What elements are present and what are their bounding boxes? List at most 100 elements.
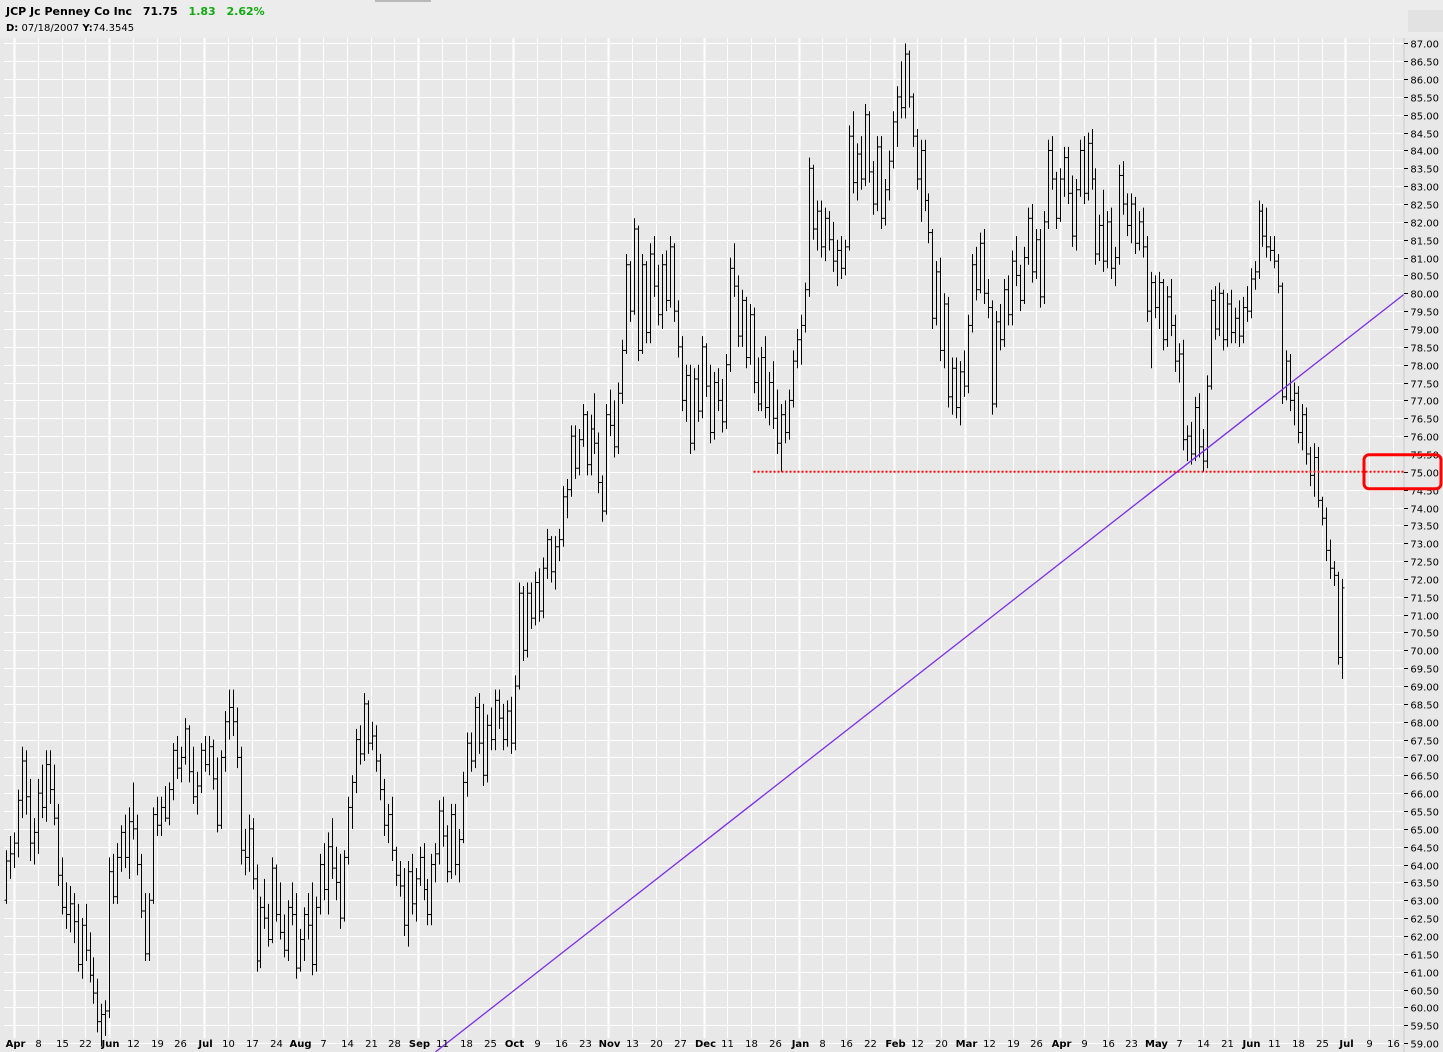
- ohlc-bar: [115, 843, 120, 904]
- ohlc-bar: [748, 303, 753, 365]
- y-tick-label: 61.00: [1410, 969, 1439, 980]
- x-tick-label: 25: [484, 1039, 497, 1050]
- ohlc-bar: [934, 261, 939, 326]
- ohlc-bar: [799, 314, 804, 365]
- plot-background: [0, 38, 1443, 1052]
- ohlc-bar: [1221, 289, 1226, 351]
- ohlc-bar: [262, 878, 267, 929]
- ohlc-bar: [398, 860, 403, 897]
- x-tick-label: Sep: [409, 1039, 430, 1050]
- ohlc-bar: [211, 739, 216, 790]
- x-tick-label: 28: [388, 1039, 401, 1050]
- ohlc-bar: [668, 236, 673, 308]
- ohlc-bar: [704, 343, 709, 397]
- x-tick-label: 12: [127, 1039, 140, 1050]
- ohlc-bar: [875, 136, 880, 212]
- x-tick-label: 14: [1197, 1039, 1210, 1050]
- ohlc-bar: [815, 200, 820, 251]
- ohlc-bar: [119, 825, 124, 872]
- x-tick-label: Jul: [1338, 1039, 1353, 1050]
- y-tick-label: 76.00: [1410, 433, 1439, 444]
- ohlc-bar: [775, 389, 780, 454]
- ohlc-bar: [163, 786, 168, 822]
- ohlc-bar: [624, 254, 629, 354]
- ohlc-bar: [489, 707, 494, 751]
- ohlc-bar: [974, 246, 979, 301]
- y-tick-label: 65.50: [1410, 808, 1439, 819]
- ohlc-bar: [759, 346, 764, 412]
- ohlc-bar: [1002, 279, 1007, 347]
- ohlc-bar: [183, 718, 188, 765]
- quote-summary: JCP Jc Penney Co Inc 71.75 1.83 2.62%: [6, 5, 272, 18]
- ohlc-bar: [159, 796, 164, 836]
- ohlc-bar: [732, 243, 737, 297]
- date-value: 07/18/2007: [21, 23, 80, 34]
- ohlc-bar: [358, 725, 363, 765]
- y-tick-label: 67.50: [1410, 737, 1439, 748]
- ohlc-bar: [1141, 207, 1146, 258]
- x-tick-label: Jul: [197, 1039, 212, 1050]
- ohlc-bar: [684, 364, 689, 422]
- ohlc-bar: [716, 368, 721, 412]
- ohlc-bar: [1058, 168, 1063, 222]
- ohlc-bar: [151, 807, 156, 904]
- ohlc-bar: [958, 361, 963, 426]
- ohlc-bar: [231, 689, 236, 737]
- y-tick-label: 73.50: [1410, 522, 1439, 533]
- x-tick-label: 18: [745, 1039, 758, 1050]
- ohlc-bar: [350, 775, 355, 829]
- ohlc-bar: [1097, 214, 1102, 262]
- ohlc-bar: [1022, 246, 1027, 304]
- ohlc-bar: [1026, 207, 1031, 265]
- ohlc-bar: [771, 361, 776, 429]
- y-tick-label: 83.00: [1410, 183, 1439, 194]
- ohlc-bar: [712, 371, 717, 440]
- ohlc-bar: [306, 893, 311, 940]
- ohlc-bar: [942, 293, 947, 369]
- ohlc-bar: [461, 771, 466, 844]
- y-axis-panel: [1404, 38, 1443, 1052]
- ohlc-bar: [473, 696, 478, 769]
- ohlc-bar: [465, 732, 470, 797]
- ohlc-bar: [346, 796, 351, 865]
- ohlc-bar: [497, 689, 502, 729]
- ohlc-bar: [688, 364, 693, 454]
- y-tick-label: 62.00: [1410, 933, 1439, 944]
- ohlc-bar: [155, 796, 160, 836]
- ohlc-bar: [1312, 443, 1317, 497]
- price-change: 1.83: [188, 5, 216, 18]
- ohlc-bar: [1038, 229, 1043, 308]
- ohlc-bar: [270, 857, 275, 944]
- y-tick-label: 79.00: [1410, 326, 1439, 337]
- ohlc-bar: [1185, 425, 1190, 462]
- ohlc-bar: [171, 743, 176, 801]
- y-tick-label: 66.50: [1410, 772, 1439, 783]
- ohlc-bar: [783, 400, 788, 444]
- ohlc-bar: [509, 696, 514, 754]
- ohlc-bar: [1304, 407, 1309, 465]
- ohlc-bar: [899, 61, 904, 119]
- ohlc-bar: [1308, 446, 1313, 487]
- ohlc-bar: [48, 750, 53, 804]
- ohlc-bar: [779, 403, 784, 472]
- ohlc-bar: [608, 389, 613, 437]
- ohlc-bar: [581, 403, 586, 447]
- x-tick-label: 23: [1125, 1039, 1138, 1050]
- ohlc-bar: [724, 353, 729, 429]
- ohlc-bar: [103, 1000, 108, 1036]
- ohlc-bar: [1157, 271, 1162, 329]
- y-axis-ticks: 59.00 59.50 60.00 60.50 61.00 61.50 62.00 62.50…: [1404, 40, 1439, 1051]
- x-tick-label: 16: [1102, 1039, 1115, 1050]
- ohlc-bar: [1217, 282, 1222, 337]
- ohlc-bar: [16, 789, 21, 858]
- x-tick-label: 27: [674, 1039, 687, 1050]
- ohlc-bar: [1010, 250, 1015, 326]
- ohlc-bar: [437, 800, 442, 865]
- ohlc-bar: [135, 814, 140, 876]
- ohlc-bar: [767, 371, 772, 426]
- y-tick-label: 69.00: [1410, 683, 1439, 694]
- x-tick-label: 21: [1221, 1039, 1234, 1050]
- ohlc-bar: [44, 750, 49, 822]
- x-tick-label: 17: [246, 1039, 259, 1050]
